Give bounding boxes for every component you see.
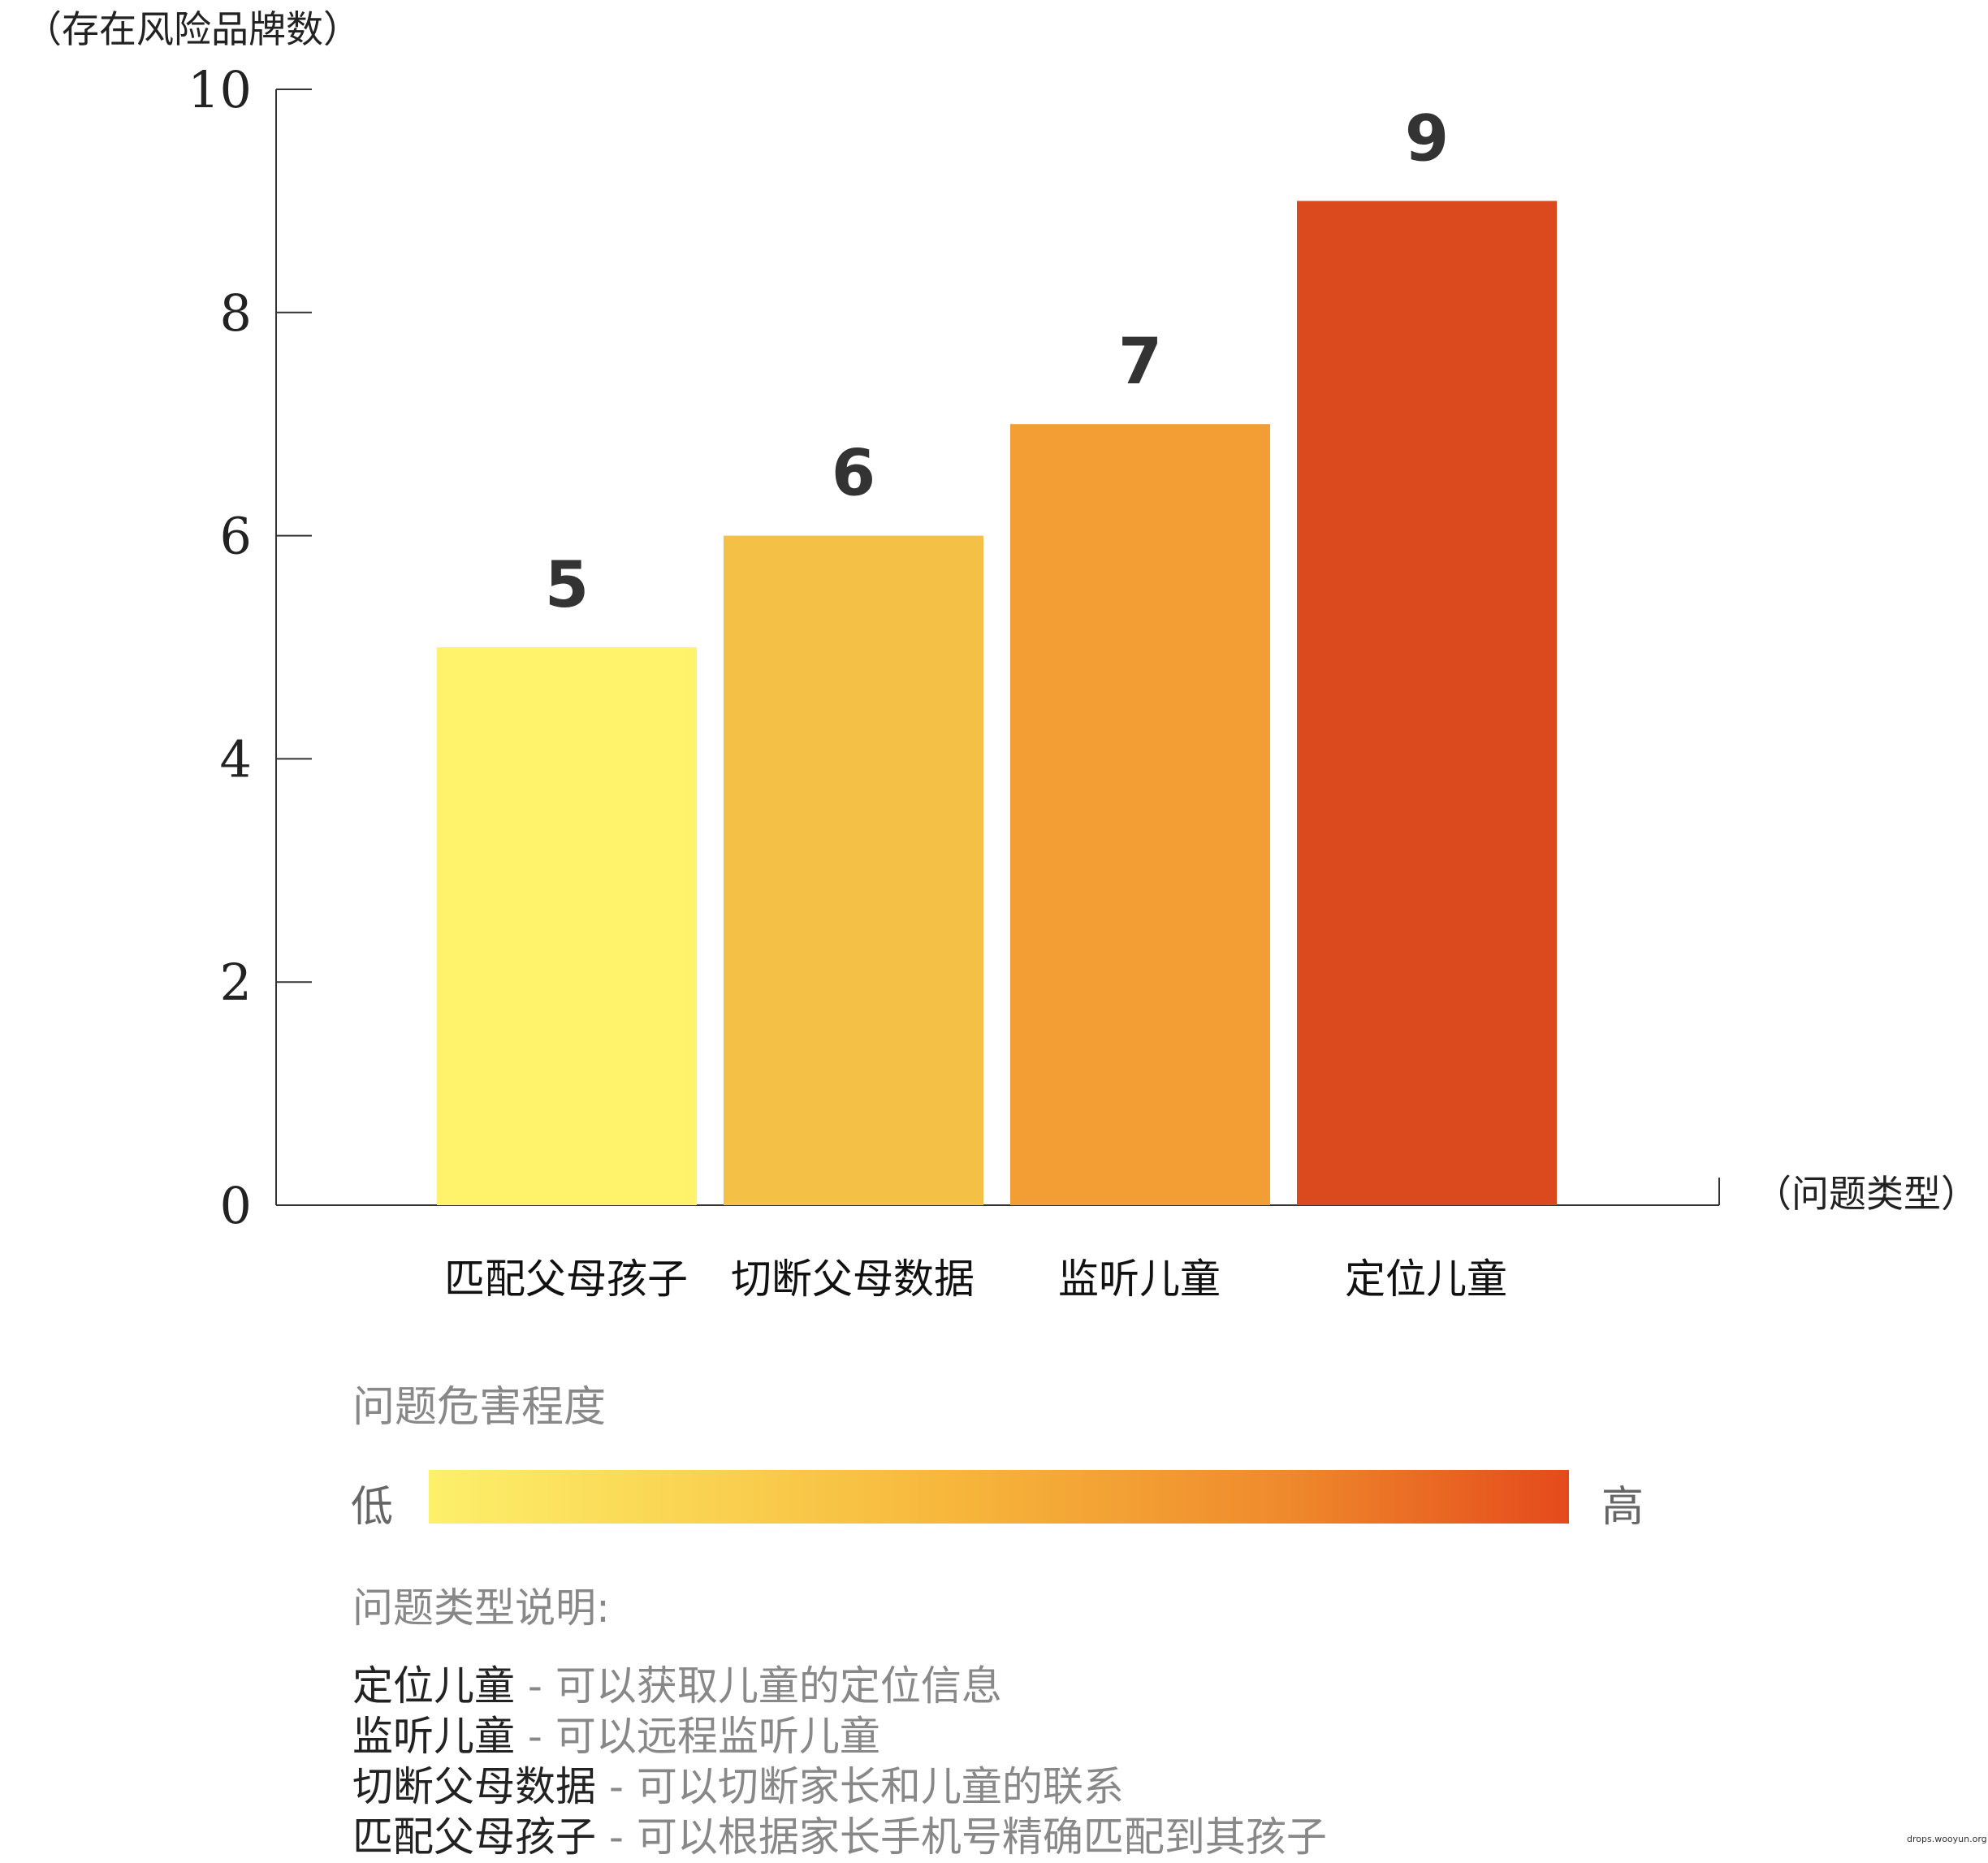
y-tick-label: 4 [220, 729, 252, 789]
description-item: 监听儿童 - 可以远程监听儿童 [352, 1704, 880, 1762]
category-label-cut-parent-data: 切断父母数据 [731, 1256, 975, 1303]
descriptions-title: 问题类型说明: [352, 1584, 610, 1632]
severity-low-label: 低 [351, 1483, 394, 1532]
description-name: 匹配父母孩子 [352, 1813, 596, 1861]
category-label-match-parents: 匹配父母孩子 [444, 1256, 688, 1303]
bar-切断父母数据 [724, 535, 983, 1205]
category-label-locate-child: 定位儿童 [1345, 1256, 1507, 1303]
bar-value-label: 5 [545, 549, 589, 622]
description-text: - 可以获取儿童的定位信息 [515, 1662, 1002, 1710]
description-text: - 可以远程监听儿童 [515, 1713, 880, 1760]
bar-value-label: 6 [832, 438, 875, 511]
y-axis-label: （存在风险品牌数） [24, 7, 361, 51]
severity-gradient-bar [429, 1470, 1569, 1524]
watermark: drops.wooyun.org [1907, 1834, 1987, 1844]
description-name: 监听儿童 [352, 1713, 515, 1760]
description-text: - 可以根据家长手机号精确匹配到其孩子 [596, 1813, 1327, 1861]
bar-监听儿童 [1010, 424, 1270, 1205]
y-tick-label: 2 [220, 953, 252, 1012]
x-axis-label: （问题类型） [1754, 1172, 1978, 1216]
severity-high-label: 高 [1601, 1483, 1644, 1532]
y-tick-label: 8 [220, 283, 252, 343]
description-name: 定位儿童 [352, 1662, 515, 1710]
bar-chart: 0 2 4 6 8 10 5 6 7 9 [188, 60, 1720, 1234]
bar-定位儿童 [1297, 201, 1557, 1205]
description-item: 切断父母数据 - 可以切断家长和儿童的联系 [352, 1754, 1124, 1813]
y-tick-label: 0 [220, 1176, 252, 1234]
y-tick-label: 10 [188, 60, 252, 119]
y-tick-label: 6 [220, 507, 252, 566]
description-item: 匹配父母孩子 - 可以根据家长手机号精确匹配到其孩子 [352, 1805, 1327, 1863]
description-text: - 可以切断家长和儿童的联系 [596, 1763, 1124, 1810]
bar-匹配父母孩子 [437, 647, 697, 1205]
bar-value-label: 7 [1118, 326, 1162, 399]
category-label-monitor-child: 监听儿童 [1058, 1256, 1221, 1303]
severity-legend-title: 问题危害程度 [352, 1383, 607, 1432]
description-name: 切断父母数据 [352, 1763, 596, 1810]
bar-value-label: 9 [1405, 102, 1449, 175]
description-item: 定位儿童 - 可以获取儿童的定位信息 [352, 1653, 1002, 1712]
